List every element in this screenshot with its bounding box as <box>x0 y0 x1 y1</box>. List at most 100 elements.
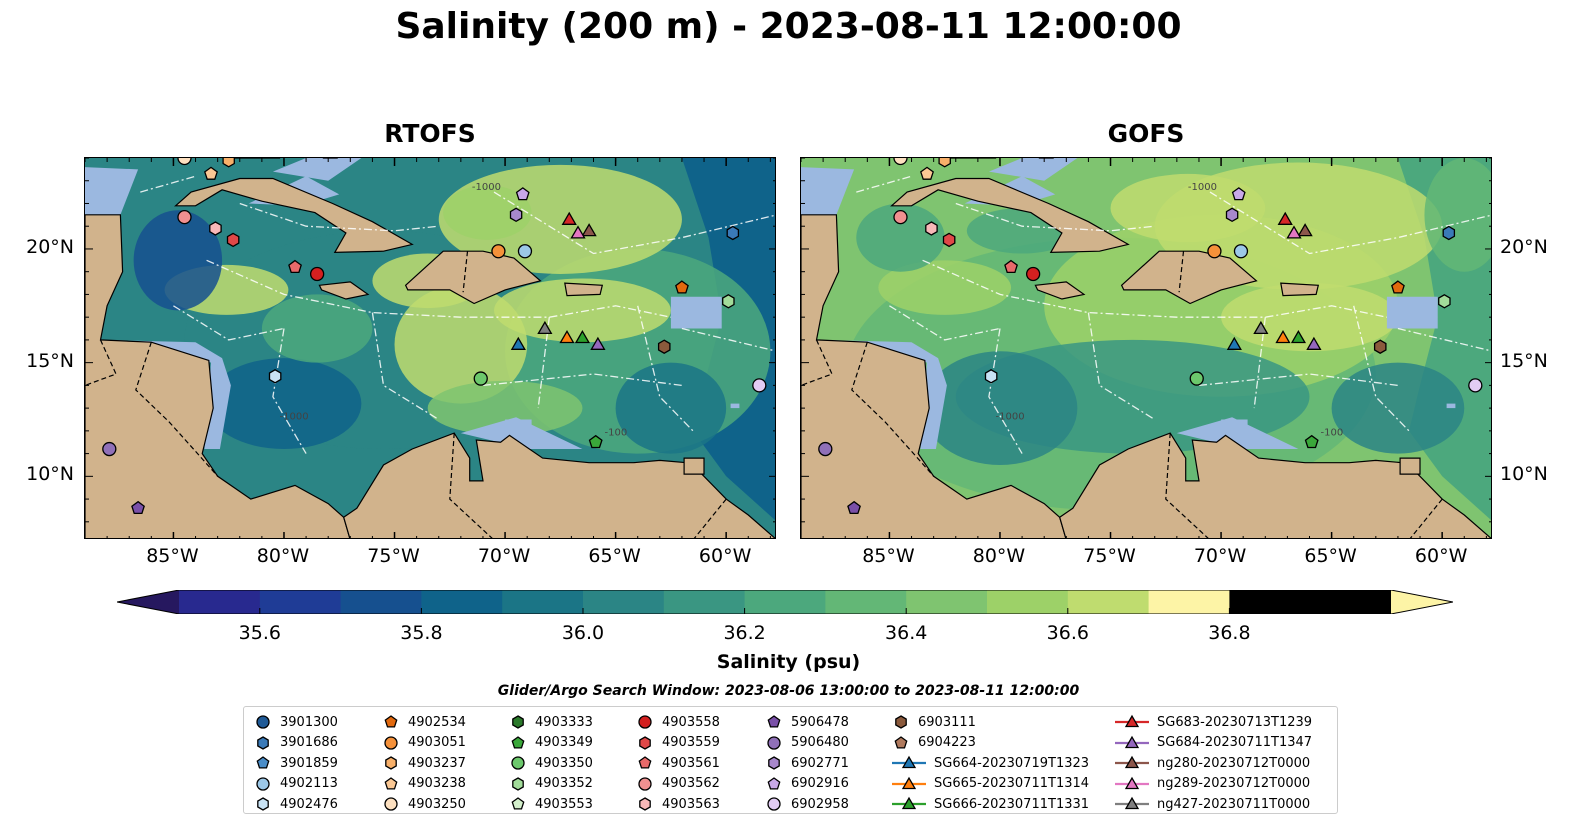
legend-item-4903559: 4903559 <box>636 733 720 753</box>
contour-label-0: -1000 <box>996 411 1025 422</box>
eez-boundary-10 <box>1198 373 1398 387</box>
legend-symbol <box>511 797 525 810</box>
legend-marker-circle <box>256 776 270 791</box>
legend-label: 6902771 <box>791 755 849 771</box>
legend-item-ng280-20230712T0000: ng280-20230712T0000 <box>1115 753 1310 773</box>
land-trinidad <box>1399 457 1421 475</box>
legend-item-4903349: 4903349 <box>509 733 593 753</box>
eez-boundary-0 <box>206 259 672 318</box>
x-tick-label-p1-0: 85°W <box>862 545 915 567</box>
colorbar-bin-9 <box>906 590 988 614</box>
platform-4903051 <box>1207 244 1222 259</box>
legend-label: 4903051 <box>408 735 466 750</box>
colorbar-tick-label-1: 35.8 <box>400 622 443 644</box>
legend-symbol <box>384 715 398 728</box>
colorbar-bin-0 <box>179 590 261 614</box>
country-border-3 <box>449 433 493 538</box>
colorbar-bin-14 <box>1310 590 1392 614</box>
platform-SG665-20230711T1314 <box>1275 329 1291 344</box>
platform-4903559 <box>942 232 956 248</box>
eez-boundary-7 <box>493 191 775 255</box>
legend-item-4903238: 4903238 <box>382 774 466 794</box>
eez-boundary-1 <box>955 202 1155 232</box>
land-puerto-rico <box>1280 282 1320 297</box>
colorbar-tick-label-5: 36.6 <box>1046 622 1089 644</box>
colorbar-bin-10 <box>987 590 1069 614</box>
platform-4903051 <box>491 244 506 259</box>
legend-marker-triangle <box>1115 776 1149 789</box>
colorbar-tick-label-0: 35.6 <box>238 622 281 644</box>
land-puerto-rico <box>564 282 604 297</box>
legend-label: 5906478 <box>791 714 849 730</box>
colorbar-bin-6 <box>663 590 746 614</box>
platform-ng280-20230712T0000 <box>581 223 597 237</box>
colorbar-tick-label-3: 36.2 <box>723 622 766 644</box>
colorbar-bin-4 <box>502 590 584 614</box>
y-tick-label-right-1: 15°N <box>1500 349 1548 372</box>
country-border-2 <box>1178 251 1185 293</box>
map-panel-gofs: -1000 -100 -1000 <box>800 157 1492 539</box>
shallow-water-5 <box>1446 403 1456 409</box>
legend-marker-triangle <box>1115 714 1149 728</box>
legend-symbol <box>1124 714 1140 728</box>
eez-boundary-6 <box>889 305 1001 341</box>
legend-label: 6902916 <box>791 776 849 791</box>
legend-item-5906478: 5906478 <box>765 712 849 732</box>
legend-label: 4903352 <box>535 776 593 791</box>
legend-item-6902958: 6902958 <box>765 794 849 814</box>
legend-label: SG665-20230711T1314 <box>934 776 1090 791</box>
shallow-water-5 <box>730 403 740 409</box>
legend-label: 3901686 <box>280 735 338 750</box>
legend-item-4903237: 4903237 <box>382 753 466 773</box>
eez-boundary-2 <box>272 328 307 454</box>
shallow-water-4 <box>272 158 362 181</box>
contour-label-1: -100 <box>1321 427 1344 438</box>
x-tick-label-p1-2: 75°W <box>1083 545 1136 567</box>
legend-item-4902534: 4902534 <box>382 712 466 732</box>
land-jamaica <box>318 281 370 300</box>
eez-boundary-3 <box>371 312 440 421</box>
platform-4903238 <box>204 166 218 180</box>
legend-symbol <box>638 715 652 729</box>
land-cuba <box>174 177 414 254</box>
salinity-patch-6 <box>206 358 362 450</box>
salinity-patch-5 <box>922 351 1078 465</box>
legend-marker-hexagon <box>512 776 524 791</box>
country-border-3 <box>1165 433 1209 538</box>
legend-symbol <box>901 776 917 789</box>
x-tick-label-p0-0: 85°W <box>146 545 199 567</box>
legend-symbol <box>901 755 917 769</box>
platform-5906478 <box>847 500 861 515</box>
legend-symbol <box>894 735 908 749</box>
x-tick-label-p1-3: 70°W <box>1193 545 1247 567</box>
map-svg-gofs: -1000 -100 -1000 <box>801 158 1491 538</box>
platform-SG666-20230711T1331 <box>574 329 591 344</box>
shallow-water-3 <box>801 167 855 215</box>
platform-4903237 <box>222 158 235 168</box>
legend-symbol <box>1124 776 1140 789</box>
legend-marker-circle <box>384 735 398 750</box>
eez-boundary-10 <box>482 373 682 387</box>
legend-marker-pentagon <box>767 776 781 790</box>
shallow-water-2 <box>460 417 583 449</box>
colorbar-bin-8 <box>825 590 907 614</box>
legend-symbol <box>1124 755 1140 769</box>
y-tick-label-right-2: 20°N <box>1500 235 1548 258</box>
colorbar-extend-high <box>1391 590 1453 614</box>
shallow-water-7 <box>1386 296 1438 329</box>
platform-4903562 <box>893 209 908 225</box>
legend-marker-hexagon <box>257 797 269 811</box>
search-window-text: Glider/Argo Search Window: 2023-08-06 13… <box>497 683 1080 699</box>
platform-4903350 <box>1189 371 1204 386</box>
legend-label: 4903250 <box>408 796 466 812</box>
land-south-america <box>343 432 775 538</box>
platform-3901686 <box>1442 225 1456 241</box>
shallow-water-0 <box>102 339 231 449</box>
platform-4902534 <box>1391 280 1405 294</box>
legend-label: 4903333 <box>535 714 593 730</box>
legend-item-6902771: 6902771 <box>765 753 849 773</box>
x-tick-label-p0-3: 70°W <box>477 545 531 567</box>
platform-5906480 <box>102 441 117 457</box>
platform-4902113 <box>517 244 533 259</box>
